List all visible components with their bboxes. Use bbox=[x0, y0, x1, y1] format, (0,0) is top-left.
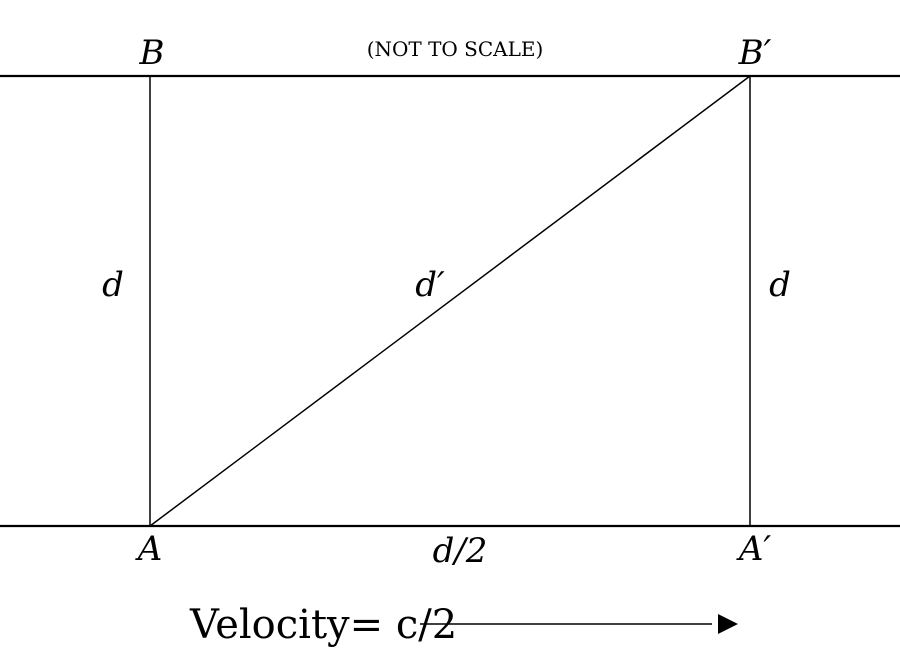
velocity-arrow-head-icon bbox=[718, 614, 738, 634]
point-label-a: A bbox=[135, 529, 163, 569]
segment-label-diagonal: d′ bbox=[415, 265, 445, 305]
velocity-label: Velocity= c/2 bbox=[189, 602, 457, 648]
segment-label-right-d: d bbox=[769, 265, 791, 305]
point-label-a-prime: A′ bbox=[736, 529, 772, 569]
segment-label-bottom: d/2 bbox=[433, 531, 488, 571]
point-label-b: B bbox=[139, 33, 165, 73]
segment-label-left-d: d bbox=[102, 265, 124, 305]
point-label-b-prime: B′ bbox=[738, 33, 772, 73]
diagonal-path bbox=[149, 75, 751, 527]
not-to-scale-note: (NOT TO SCALE) bbox=[367, 37, 544, 61]
